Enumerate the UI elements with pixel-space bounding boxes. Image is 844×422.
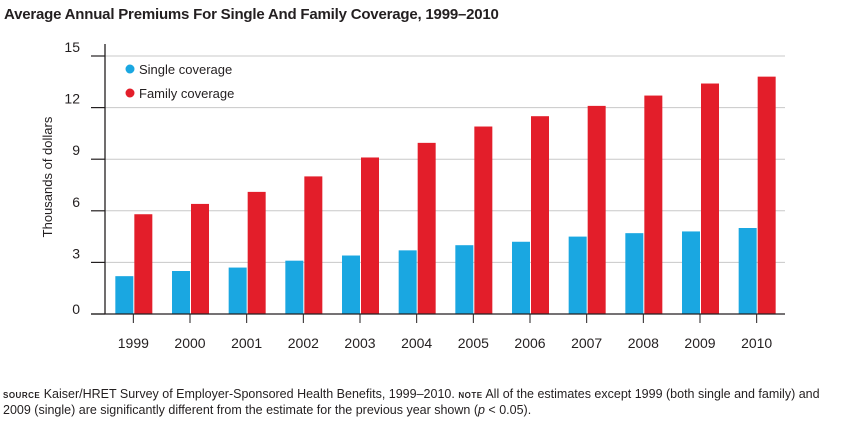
y-tick-label: 0 bbox=[72, 301, 80, 317]
legend-marker bbox=[125, 64, 135, 74]
note-italic: p bbox=[478, 403, 485, 417]
single-bar-2002 bbox=[285, 260, 304, 314]
x-axis: 1999 2000 2001 2002 2003 2004 2005 2006 2007 2008… bbox=[91, 313, 785, 351]
legend: Single coverage Family coverage bbox=[125, 62, 234, 101]
footnote: Source Kaiser/HRET Survey of Employer-Sp… bbox=[3, 386, 841, 418]
y-tick-label: 6 bbox=[72, 194, 80, 210]
family-bar-2009 bbox=[701, 83, 719, 315]
chart-title: Average Annual Premiums For Single And F… bbox=[4, 6, 499, 23]
y-axis-label: Thousands of dollars bbox=[40, 116, 55, 237]
x-tick-label: 2005 bbox=[458, 335, 489, 351]
single-bar-2001 bbox=[228, 267, 247, 314]
legend-label: Single coverage bbox=[139, 62, 232, 77]
single-bar-2004 bbox=[398, 250, 417, 314]
family-bar-1999 bbox=[134, 214, 153, 314]
note-label: Note bbox=[458, 387, 483, 401]
source-label: Source bbox=[3, 387, 41, 401]
single-bar-2009 bbox=[682, 231, 700, 314]
x-tick-label: 2007 bbox=[571, 335, 602, 351]
x-tick-label: 2002 bbox=[288, 335, 319, 351]
y-tick-label: 3 bbox=[72, 245, 80, 261]
bar-chart: 0 3 6 9 12 15 1999 2000 2001 2002 2003 2004 2005 200… bbox=[40, 39, 785, 351]
family-bar-2001 bbox=[247, 191, 266, 314]
x-tick-label: 2000 bbox=[174, 335, 205, 351]
single-bar-2003 bbox=[342, 255, 360, 314]
single-bar-2010 bbox=[738, 228, 757, 314]
family-bar-2002 bbox=[304, 176, 323, 314]
single-bar-2005 bbox=[455, 245, 474, 314]
family-bar-2010 bbox=[757, 76, 776, 314]
y-axis: 0 3 6 9 12 15 bbox=[64, 39, 106, 317]
y-tick-label: 9 bbox=[72, 142, 80, 158]
single-bar-1999 bbox=[115, 276, 134, 314]
bars bbox=[115, 76, 776, 315]
x-tick-label: 2006 bbox=[514, 335, 545, 351]
legend-marker bbox=[125, 88, 135, 98]
note-text-1: All of the estimates except 1999 (both s… bbox=[3, 387, 820, 417]
family-bar-2005 bbox=[474, 126, 493, 315]
x-tick-label: 2003 bbox=[344, 335, 375, 351]
x-tick-label: 1999 bbox=[118, 335, 149, 351]
y-tick-label: 12 bbox=[64, 91, 80, 107]
x-tick-label: 2010 bbox=[741, 335, 772, 351]
family-bar-2000 bbox=[191, 203, 209, 314]
y-tick-label: 15 bbox=[64, 39, 80, 55]
source-text: Kaiser/HRET Survey of Employer-Sponsored… bbox=[43, 387, 455, 401]
family-bar-2006 bbox=[531, 116, 549, 314]
family-bar-2007 bbox=[587, 105, 606, 314]
single-bar-2006 bbox=[512, 241, 530, 314]
single-bar-2008 bbox=[625, 233, 644, 314]
family-bar-2004 bbox=[417, 142, 436, 314]
family-bar-2003 bbox=[361, 157, 379, 314]
family-bar-2008 bbox=[644, 95, 663, 314]
legend-label: Family coverage bbox=[139, 86, 234, 101]
x-tick-label: 2004 bbox=[401, 335, 432, 351]
grid-lines bbox=[105, 55, 785, 263]
single-bar-2000 bbox=[172, 271, 190, 314]
x-tick-label: 2008 bbox=[628, 335, 659, 351]
x-tick-label: 2009 bbox=[684, 335, 715, 351]
note-text-2: < 0.05). bbox=[484, 403, 532, 417]
single-bar-2007 bbox=[568, 236, 587, 314]
x-tick-label: 2001 bbox=[231, 335, 262, 351]
